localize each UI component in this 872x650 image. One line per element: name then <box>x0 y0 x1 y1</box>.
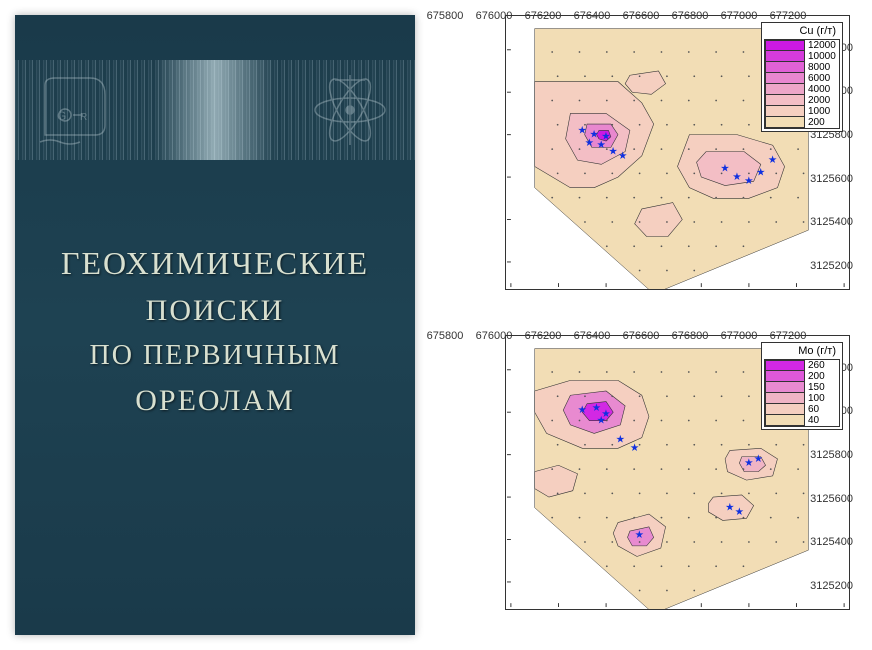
contour-map-cu: 3125200312540031256003125800312600031262… <box>445 10 855 320</box>
svg-text:★: ★ <box>635 529 645 541</box>
legend-level: 10000 <box>805 51 839 62</box>
svg-text:★: ★ <box>597 415 607 427</box>
svg-text:★: ★ <box>630 442 640 454</box>
book-cover: G R ГЕОХИМИЧЕСКИЕ ПОИСКИ <box>15 15 415 635</box>
svg-text:★: ★ <box>735 506 745 518</box>
legend-level: 12000 <box>805 40 839 51</box>
legend-level: 60 <box>805 404 839 415</box>
emblem-right <box>305 70 395 150</box>
legend-level: 6000 <box>805 73 839 84</box>
emblem-left: G R <box>35 70 125 150</box>
svg-text:★: ★ <box>616 434 626 446</box>
svg-text:★: ★ <box>618 150 628 162</box>
title-line-2: ПОИСКИ <box>15 294 415 328</box>
x-tick-label: 675800 <box>427 10 464 22</box>
svg-text:★: ★ <box>597 139 607 151</box>
legend-level: 4000 <box>805 84 839 95</box>
svg-text:★: ★ <box>744 175 754 187</box>
svg-text:★: ★ <box>744 457 754 469</box>
svg-text:★: ★ <box>725 502 735 514</box>
legend-level: 260 <box>805 360 839 371</box>
legend-level: 8000 <box>805 62 839 73</box>
svg-text:★: ★ <box>768 154 778 166</box>
svg-text:R: R <box>80 112 87 123</box>
legend-level: 1000 <box>805 106 839 117</box>
legend-level: 40 <box>805 415 839 426</box>
cover-emblem-band: G R <box>15 60 415 160</box>
book-title: ГЕОХИМИЧЕСКИЕ ПОИСКИ ПО ПЕРВИЧНЫМ ОРЕОЛА… <box>15 245 415 418</box>
title-line-1: ГЕОХИМИЧЕСКИЕ <box>15 245 415 282</box>
svg-text:★: ★ <box>608 146 618 158</box>
plot-area-cu: ★★★★★★★★★★★★ Cu (г/т) 120001000080006000… <box>505 15 850 290</box>
svg-text:★: ★ <box>754 453 764 465</box>
title-line-3: ПО ПЕРВИЧНЫМ <box>15 340 415 372</box>
svg-text:★: ★ <box>592 402 602 414</box>
legend-title-cu: Cu (г/т) <box>764 25 840 37</box>
legend-title-mo: Mo (г/т) <box>764 345 840 357</box>
legend-level: 100 <box>805 393 839 404</box>
plot-area-mo: ★★★★★★★★★★★ Mo (г/т) 2602001501006040 <box>505 335 850 610</box>
legend-level: 150 <box>805 382 839 393</box>
svg-text:G: G <box>57 109 66 123</box>
svg-text:★: ★ <box>720 163 730 175</box>
title-line-4: ОРЕОЛАМ <box>15 384 415 418</box>
legend-cu: Cu (г/т) 1200010000800060004000200010002… <box>761 22 843 132</box>
contour-map-mo: 3125200312540031256003125800312600031262… <box>445 330 855 640</box>
chart-panel: 3125200312540031256003125800312600031262… <box>415 0 872 650</box>
svg-text:★: ★ <box>578 404 588 416</box>
svg-text:★: ★ <box>756 167 766 179</box>
x-tick-label: 675800 <box>427 330 464 342</box>
svg-text:★: ★ <box>585 137 595 149</box>
legend-level: 200 <box>805 371 839 382</box>
legend-level: 2000 <box>805 95 839 106</box>
legend-mo: Mo (г/т) 2602001501006040 <box>761 342 843 430</box>
svg-text:★: ★ <box>732 171 742 183</box>
legend-level: 200 <box>805 117 839 128</box>
svg-text:★: ★ <box>578 124 588 136</box>
